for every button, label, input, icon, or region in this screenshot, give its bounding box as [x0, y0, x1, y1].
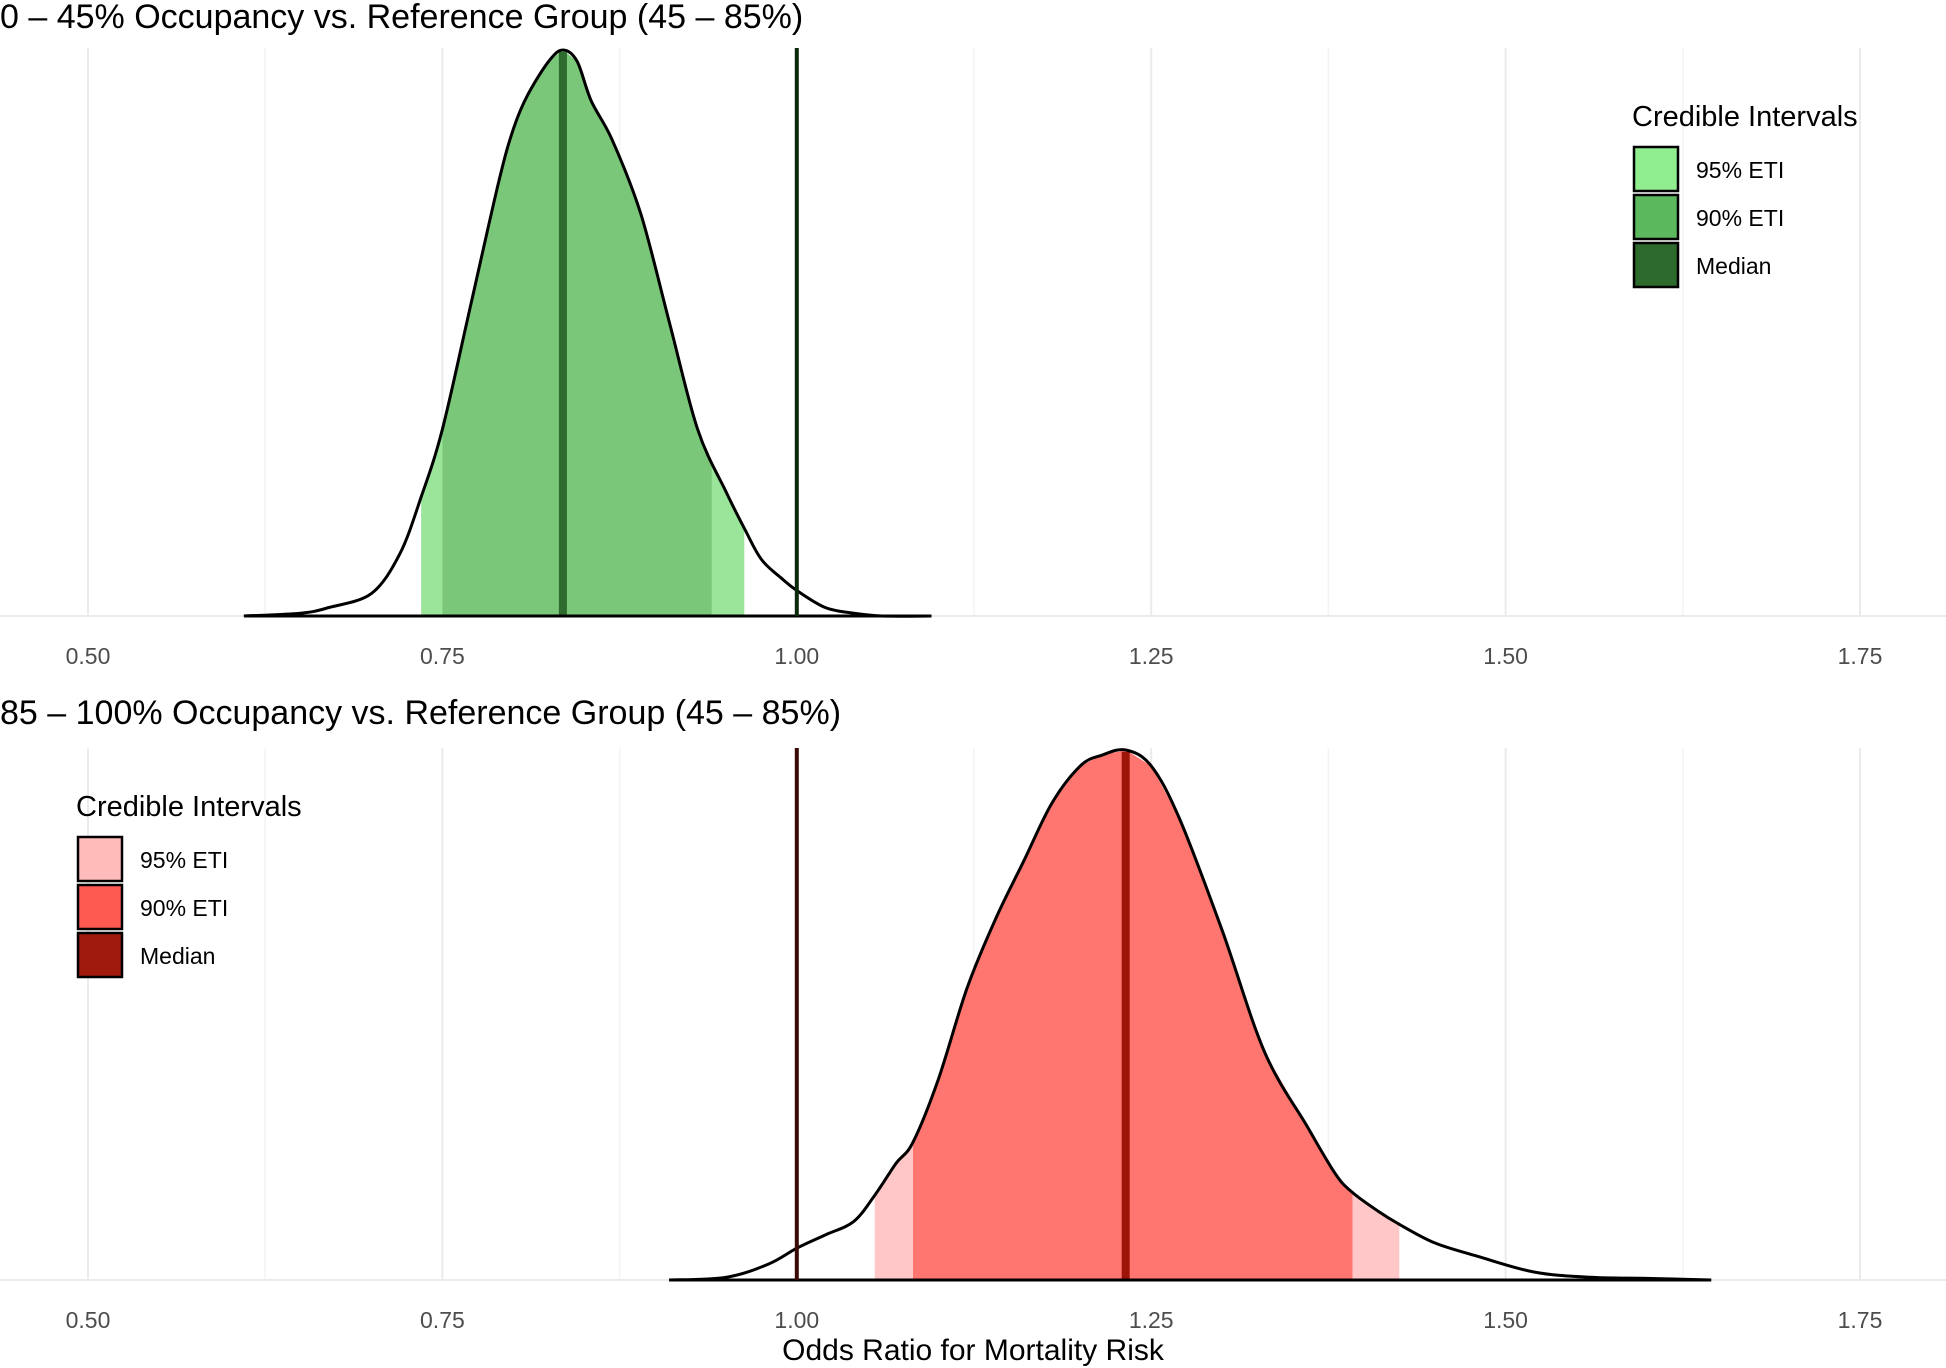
x-tick-label: 1.75 [1838, 643, 1883, 669]
panel-title: 85 – 100% Occupancy vs. Reference Group … [0, 694, 841, 732]
x-tick-label: 1.75 [1838, 1307, 1883, 1333]
x-tick-label: 0.50 [66, 643, 111, 669]
legend-swatch-median [76, 931, 124, 979]
legend-title: Credible Intervals [1632, 101, 1858, 133]
x-tick-label: 0.50 [66, 1307, 111, 1333]
legend-title: Credible Intervals [76, 791, 302, 823]
x-axis: 0.50 0.75 1.00 1.25 1.50 1.75 [66, 1307, 1883, 1333]
legend-label-95-eti: 95% ETI [1696, 157, 1784, 183]
x-axis-label: Odds Ratio for Mortality Risk [782, 1334, 1165, 1367]
legend-swatch-90-eti [1632, 193, 1680, 241]
x-tick-label: 1.50 [1483, 643, 1528, 669]
legend: Credible Intervals 95% ETI 90% ETI Media… [1632, 101, 1858, 289]
legend-swatch-95-eti [76, 835, 124, 883]
eti-90-region [913, 750, 1353, 1280]
x-tick-label: 1.00 [774, 1307, 819, 1333]
density-curve-group [243, 48, 932, 618]
legend-swatch-median [1632, 241, 1680, 289]
density-fills [421, 50, 745, 617]
x-tick-label: 0.75 [420, 643, 465, 669]
density-curve [243, 48, 932, 618]
density-fills [874, 750, 1400, 1280]
legend-swatch-95-eti [1632, 145, 1680, 193]
panel-title: 0 – 45% Occupancy vs. Reference Group (4… [0, 0, 803, 36]
legend-label-median: Median [1696, 253, 1771, 279]
density-curve [669, 748, 1712, 1282]
eti-90-region [442, 50, 712, 617]
density-curve-group [669, 748, 1712, 1282]
x-tick-label: 0.75 [420, 1307, 465, 1333]
x-tick-label: 1.25 [1129, 643, 1174, 669]
legend-label-90-eti: 90% ETI [140, 895, 228, 921]
panel-high-occupancy: 85 – 100% Occupancy vs. Reference Group … [0, 694, 1946, 1367]
x-axis: 0.50 0.75 1.00 1.25 1.50 1.75 [66, 643, 1883, 669]
legend: Credible Intervals 95% ETI 90% ETI Media… [76, 791, 302, 979]
x-tick-label: 1.50 [1483, 1307, 1528, 1333]
x-tick-label: 1.25 [1129, 1307, 1174, 1333]
panel-low-occupancy: 0 – 45% Occupancy vs. Reference Group (4… [0, 0, 1946, 669]
legend-label-90-eti: 90% ETI [1696, 205, 1784, 231]
legend-label-median: Median [140, 943, 215, 969]
x-tick-label: 1.00 [774, 643, 819, 669]
legend-label-95-eti: 95% ETI [140, 847, 228, 873]
grid-lines [0, 48, 1946, 617]
legend-swatch-90-eti [76, 883, 124, 931]
